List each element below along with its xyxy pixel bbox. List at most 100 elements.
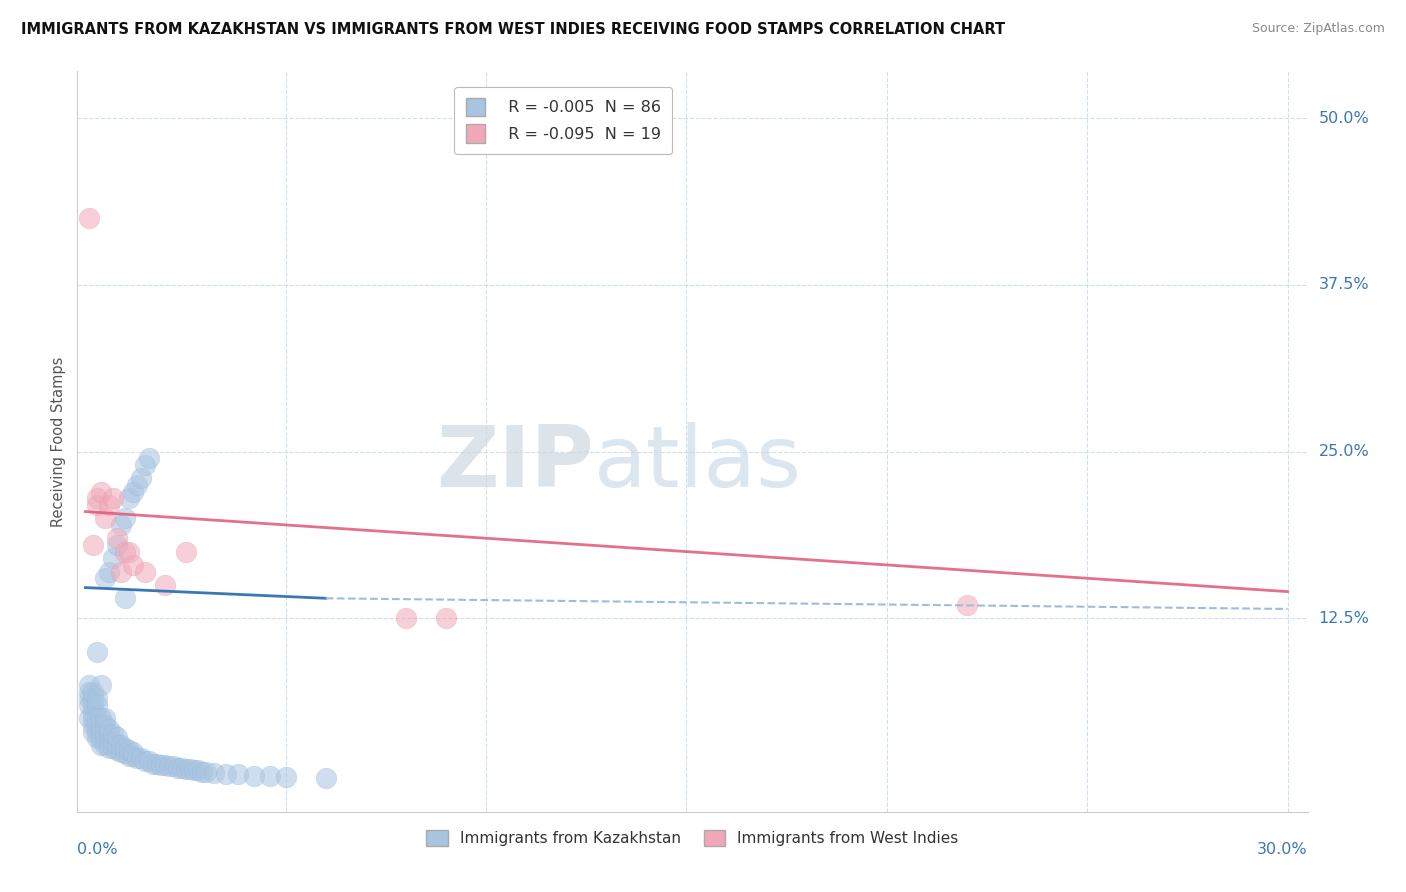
Point: [142, 756, 165, 771]
Point: [82, 691, 104, 706]
Point: [86, 711, 108, 725]
Point: [90, 724, 112, 739]
Point: [82, 538, 104, 552]
Point: [155, 758, 177, 772]
Point: [159, 759, 181, 773]
Point: [79, 711, 101, 725]
Point: [259, 769, 281, 783]
Point: [82, 718, 104, 732]
Point: [118, 748, 141, 763]
Point: [110, 565, 132, 579]
Text: 12.5%: 12.5%: [1319, 611, 1369, 626]
Point: [90, 484, 112, 499]
Point: [90, 711, 112, 725]
Point: [103, 727, 125, 741]
Text: 30.0%: 30.0%: [1257, 842, 1308, 857]
Point: [98, 722, 121, 736]
Point: [90, 738, 112, 752]
Point: [187, 764, 209, 778]
Point: [86, 718, 108, 732]
Point: [79, 211, 101, 226]
Point: [82, 724, 104, 739]
Point: [434, 611, 457, 625]
Point: [166, 761, 188, 775]
Point: [90, 731, 112, 746]
Point: [122, 558, 145, 572]
Point: [86, 498, 108, 512]
Point: [86, 691, 108, 706]
Point: [202, 766, 225, 780]
Point: [94, 738, 117, 752]
Point: [107, 730, 129, 744]
Point: [174, 762, 197, 776]
Point: [94, 711, 117, 725]
Point: [110, 738, 132, 752]
Point: [103, 735, 125, 749]
Point: [122, 484, 145, 499]
Point: [118, 491, 141, 506]
Point: [134, 565, 156, 579]
Text: 25.0%: 25.0%: [1319, 444, 1369, 459]
Point: [79, 698, 101, 712]
Point: [155, 578, 177, 592]
Point: [214, 767, 236, 781]
Point: [82, 711, 104, 725]
Point: [90, 718, 112, 732]
Point: [86, 698, 108, 712]
Point: [114, 591, 136, 606]
Point: [114, 746, 136, 760]
Point: [131, 471, 153, 485]
Point: [79, 684, 101, 698]
Point: [110, 745, 132, 759]
Point: [82, 698, 104, 712]
Y-axis label: Receiving Food Stamps: Receiving Food Stamps: [51, 356, 66, 527]
Point: [242, 769, 264, 783]
Point: [107, 738, 129, 752]
Point: [114, 544, 136, 558]
Text: ZIP: ZIP: [436, 422, 595, 505]
Point: [138, 451, 160, 466]
Text: Source: ZipAtlas.com: Source: ZipAtlas.com: [1251, 22, 1385, 36]
Point: [134, 754, 156, 768]
Point: [94, 718, 117, 732]
Point: [90, 678, 112, 692]
Point: [395, 611, 418, 625]
Point: [131, 751, 153, 765]
Point: [134, 458, 156, 472]
Point: [150, 758, 173, 772]
Point: [86, 645, 108, 659]
Text: 50.0%: 50.0%: [1319, 111, 1369, 126]
Point: [98, 498, 121, 512]
Point: [138, 754, 160, 768]
Point: [82, 684, 104, 698]
Point: [170, 761, 193, 775]
Point: [122, 748, 145, 763]
Point: [194, 764, 217, 779]
Text: IMMIGRANTS FROM KAZAKHSTAN VS IMMIGRANTS FROM WEST INDIES RECEIVING FOOD STAMPS : IMMIGRANTS FROM KAZAKHSTAN VS IMMIGRANTS…: [21, 22, 1005, 37]
Point: [162, 759, 184, 773]
Point: [103, 740, 125, 755]
Point: [190, 764, 212, 779]
Text: 37.5%: 37.5%: [1319, 277, 1369, 293]
Point: [94, 724, 117, 739]
Point: [86, 491, 108, 506]
Point: [127, 751, 149, 765]
Point: [94, 731, 117, 746]
Text: atlas: atlas: [595, 422, 801, 505]
Point: [107, 538, 129, 552]
Point: [118, 743, 141, 757]
Point: [103, 551, 125, 566]
Point: [315, 772, 337, 786]
Point: [98, 565, 121, 579]
Point: [94, 511, 117, 525]
Point: [98, 735, 121, 749]
Point: [956, 598, 979, 612]
Point: [127, 478, 149, 492]
Point: [110, 517, 132, 532]
Point: [79, 678, 101, 692]
Point: [122, 745, 145, 759]
Point: [174, 544, 197, 558]
Point: [226, 767, 249, 781]
Point: [98, 740, 121, 755]
Point: [114, 740, 136, 755]
